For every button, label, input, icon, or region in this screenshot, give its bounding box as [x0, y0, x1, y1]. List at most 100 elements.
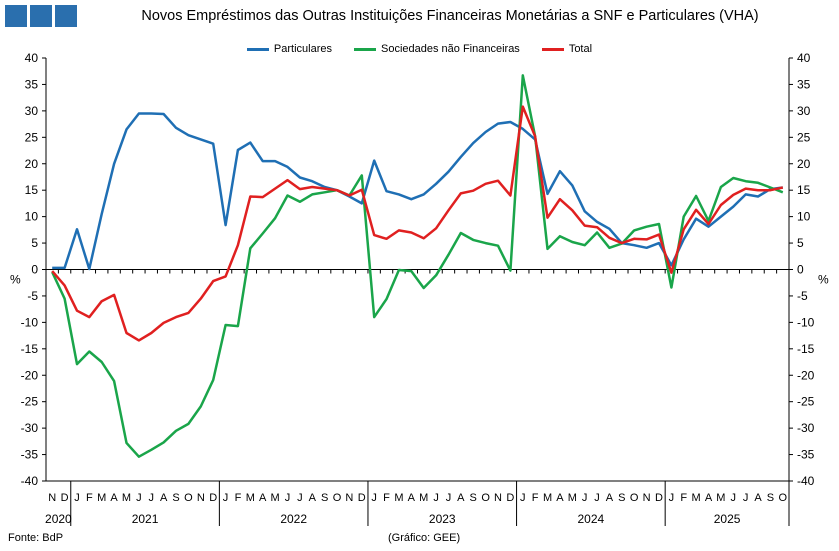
y-tick-label-right: 10 [797, 210, 811, 224]
x-month-label: D [358, 492, 366, 504]
x-month-label: N [494, 492, 502, 504]
x-month-label: A [160, 492, 168, 504]
legend-label-total: Total [568, 43, 593, 55]
x-month-label: F [235, 492, 242, 504]
x-month-label: J [371, 492, 377, 504]
x-month-label: M [97, 492, 106, 504]
x-month-label: O [779, 492, 788, 504]
x-month-label: A [110, 492, 118, 504]
x-month-label: J [669, 492, 675, 504]
x-month-label: S [321, 492, 328, 504]
x-month-label: M [543, 492, 552, 504]
y-tick-label-right: 40 [797, 51, 811, 65]
y-tick-label-left: -10 [21, 315, 39, 329]
x-month-label: J [446, 492, 452, 504]
x-month-label: M [692, 492, 701, 504]
legend: Particulares Sociedades não Financeiras … [0, 43, 839, 55]
x-month-label: S [618, 492, 625, 504]
x-month-label: F [680, 492, 687, 504]
x-month-label: J [433, 492, 439, 504]
x-year-label: 2025 [714, 512, 741, 526]
x-month-label: N [345, 492, 353, 504]
y-tick-label-left: -20 [21, 368, 39, 382]
y-tick-label-right: 5 [797, 236, 804, 250]
x-month-label: J [520, 492, 526, 504]
x-year-label: 2023 [429, 512, 456, 526]
x-month-label: S [172, 492, 179, 504]
series-line-1 [51, 74, 784, 458]
y-tick-label-right: 0 [797, 263, 804, 277]
y-tick-label-right: -10 [797, 315, 815, 329]
y-tick-label-left: 5 [31, 236, 38, 250]
x-month-label: A [259, 492, 267, 504]
x-month-label: J [285, 492, 291, 504]
x-month-label: O [630, 492, 639, 504]
y-tick-label-left: 15 [25, 183, 39, 197]
y-tick-label-left: -40 [21, 474, 39, 488]
x-month-label: D [506, 492, 514, 504]
y-tick-label-right: 15 [797, 183, 811, 197]
y-tick-label-left: -25 [21, 395, 39, 409]
x-month-label: D [655, 492, 663, 504]
x-month-label: N [643, 492, 651, 504]
x-year-label: 2022 [280, 512, 307, 526]
x-month-label: A [705, 492, 713, 504]
x-month-label: J [297, 492, 303, 504]
y-tick-label-left: -30 [21, 421, 39, 435]
y-axis-label-right: % [818, 273, 829, 287]
y-tick-label-right: 35 [797, 77, 811, 91]
y-tick-label-left: -35 [21, 448, 39, 462]
x-month-label: M [271, 492, 280, 504]
x-month-label: A [556, 492, 564, 504]
x-month-label: S [767, 492, 774, 504]
x-month-label: D [209, 492, 217, 504]
x-month-label: A [606, 492, 614, 504]
source-label: Fonte: BdP [8, 532, 64, 544]
legend-item-snf: Sociedades não Financeiras [354, 43, 520, 55]
logo-block-1 [5, 5, 27, 27]
series-line-2 [51, 105, 784, 342]
y-tick-label-right: -25 [797, 395, 815, 409]
x-month-label: F [86, 492, 93, 504]
x-month-label: M [246, 492, 255, 504]
legend-swatch-snf [354, 47, 376, 51]
legend-item-total: Total [541, 43, 593, 55]
y-tick-label-left: -15 [21, 342, 39, 356]
x-month-label: O [333, 492, 342, 504]
y-tick-label-right: -35 [797, 448, 815, 462]
x-month-label: A [457, 492, 465, 504]
chart-title: Novos Empréstimos das Outras Instituiçõe… [141, 8, 759, 24]
x-month-label: J [731, 492, 737, 504]
x-month-label: O [184, 492, 193, 504]
legend-item-particulares: Particulares [246, 43, 332, 55]
y-tick-label-left: 40 [25, 51, 39, 65]
logo-block-3 [55, 5, 77, 27]
legend-label-snf: Sociedades não Financeiras [381, 43, 520, 55]
x-month-label: F [532, 492, 539, 504]
x-month-label: J [74, 492, 80, 504]
x-month-label: N [197, 492, 205, 504]
x-month-label: S [470, 492, 477, 504]
y-tick-label-left: 0 [31, 263, 38, 277]
series-line-0 [52, 112, 783, 271]
x-month-label: A [309, 492, 317, 504]
x-year-label: 2024 [578, 512, 605, 526]
y-tick-label-right: 20 [797, 157, 811, 171]
y-tick-label-right: 30 [797, 104, 811, 118]
x-month-label: M [716, 492, 725, 504]
y-tick-label-left: 35 [25, 77, 39, 91]
legend-swatch-total [541, 47, 564, 51]
x-month-label: O [481, 492, 490, 504]
credit-label: (Gráfico: GEE) [388, 532, 461, 544]
y-tick-label-left: 10 [25, 210, 39, 224]
x-month-label: M [419, 492, 428, 504]
legend-label-particulares: Particulares [273, 43, 332, 55]
y-tick-label-left: 25 [25, 130, 39, 144]
x-month-label: J [743, 492, 749, 504]
x-month-label: J [149, 492, 155, 504]
y-tick-label-left: 20 [25, 157, 39, 171]
y-tick-label-right: 25 [797, 130, 811, 144]
y-tick-label-right: -5 [797, 289, 808, 303]
x-month-label: J [136, 492, 142, 504]
